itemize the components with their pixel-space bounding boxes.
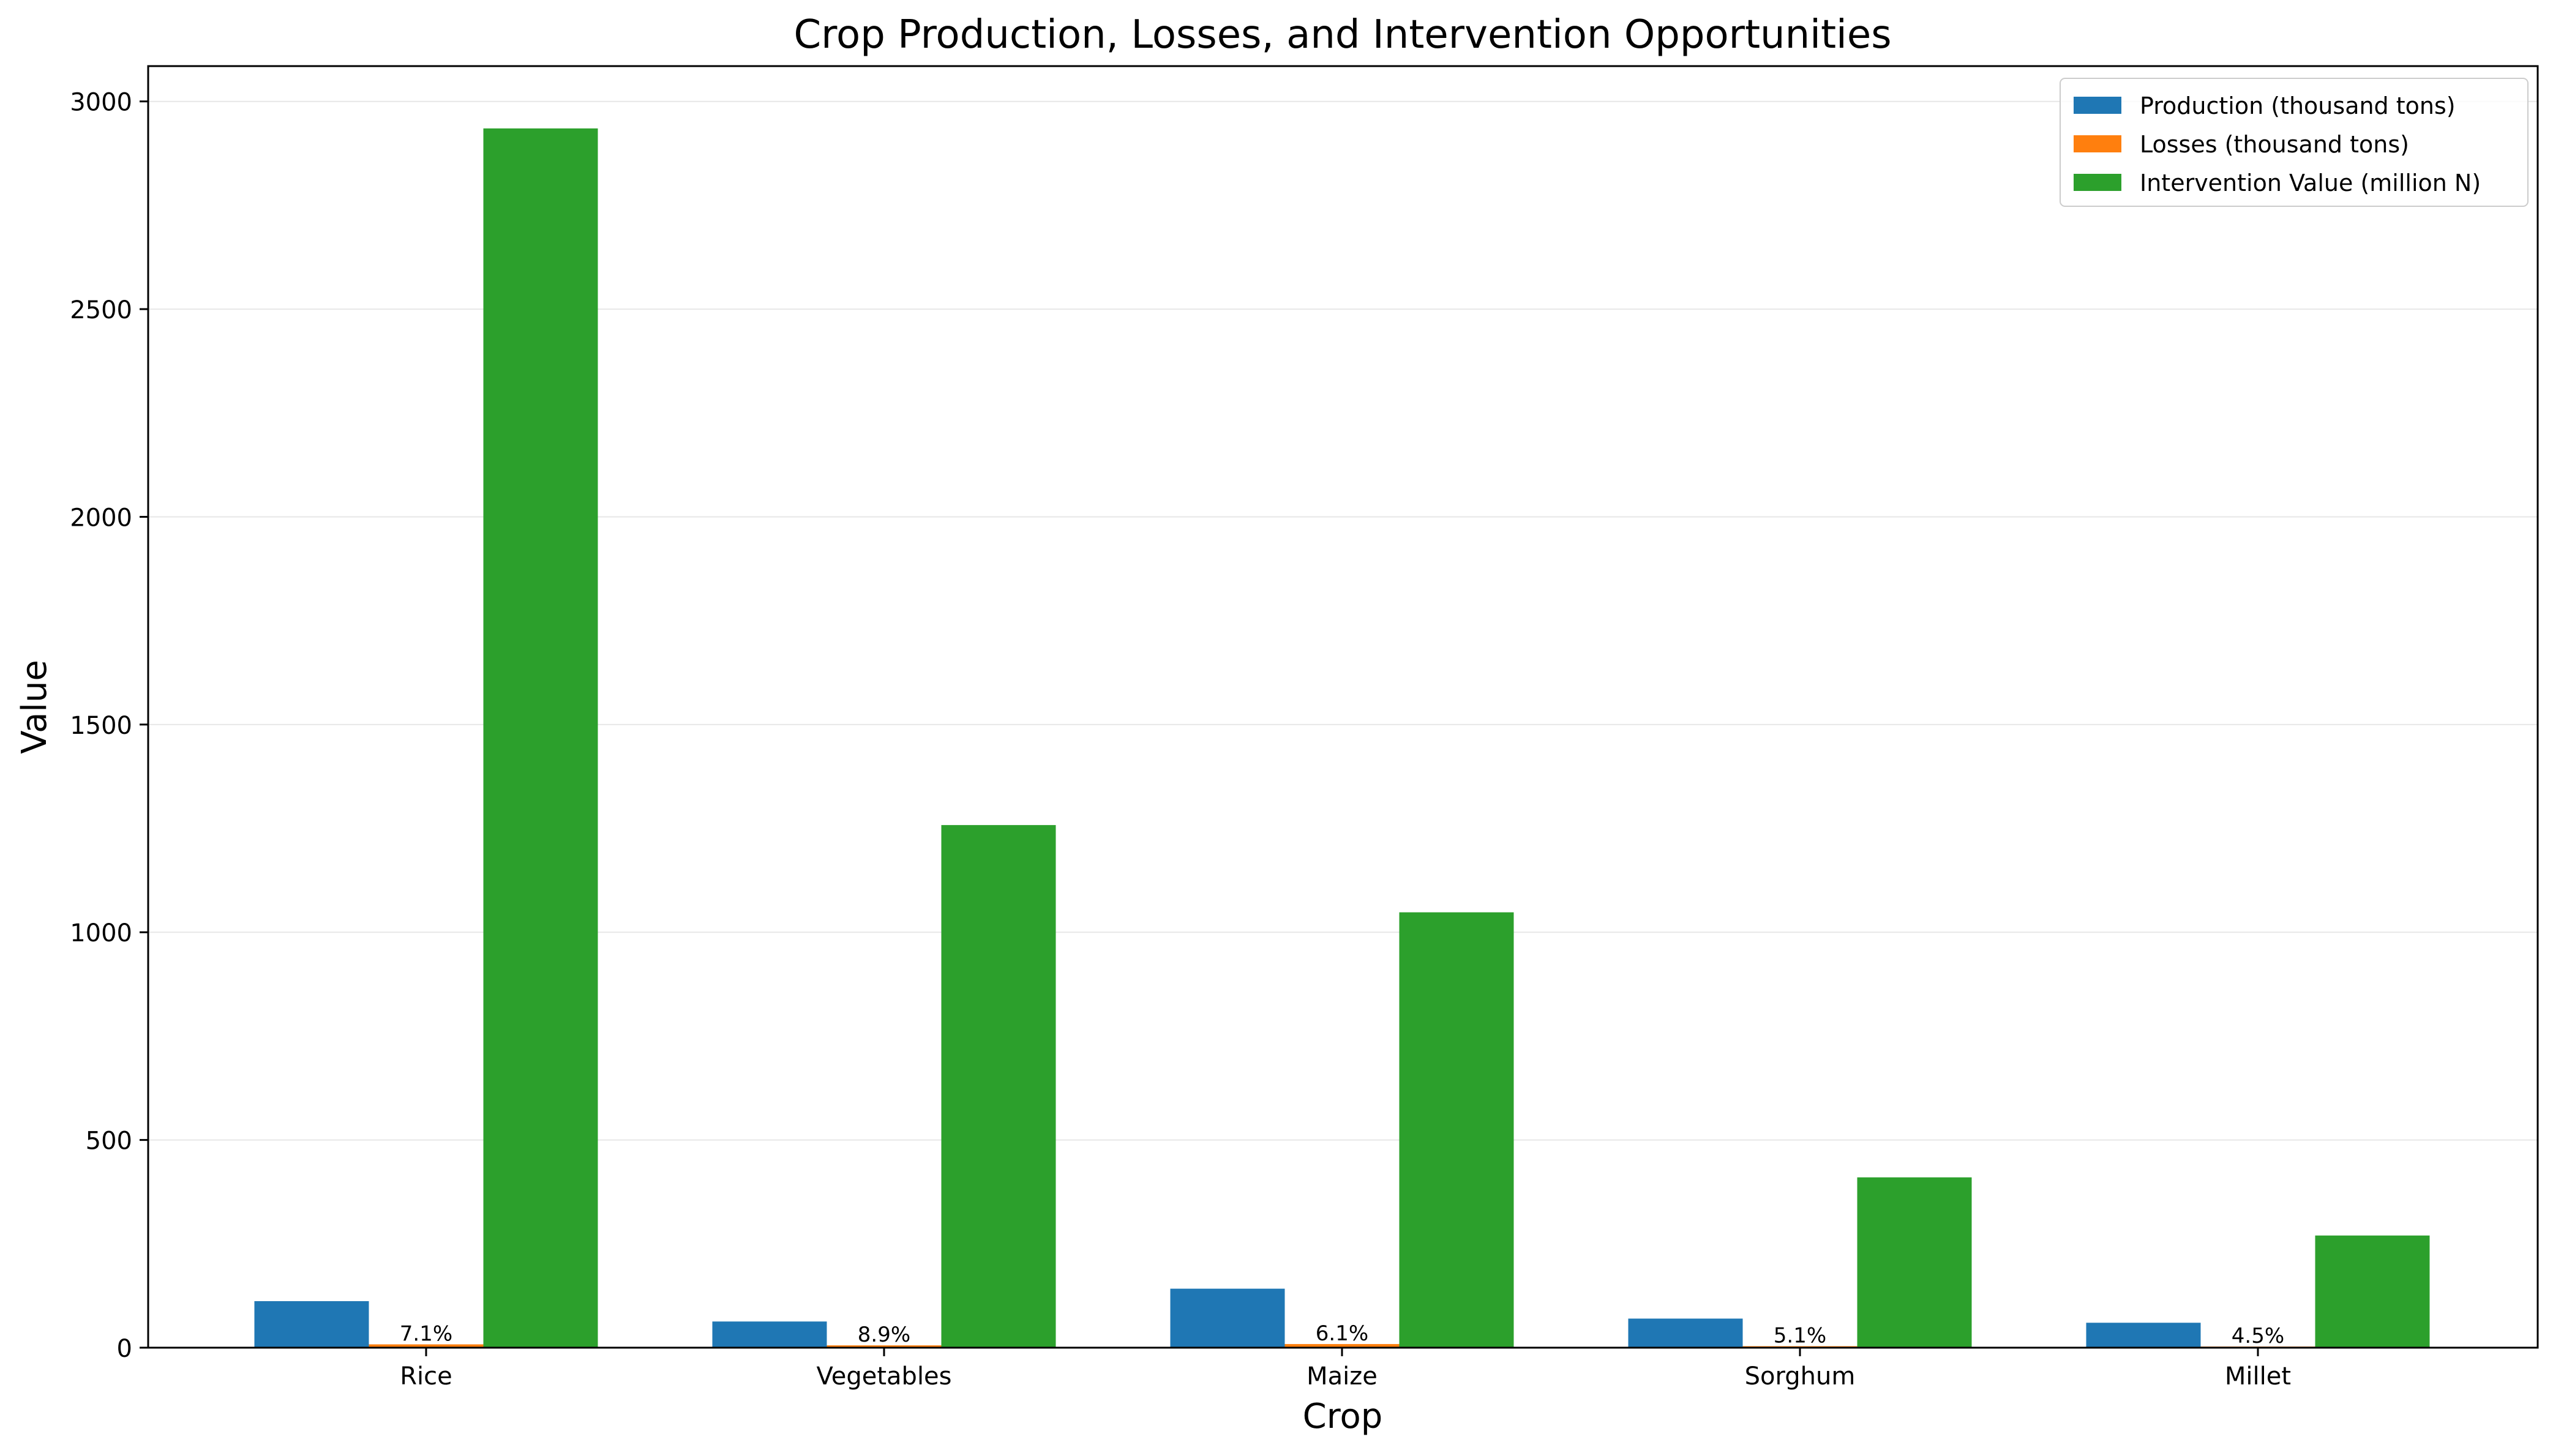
y-tick-label: 1500 — [70, 712, 132, 740]
loss-percent-label: 8.9% — [858, 1323, 910, 1347]
bar-sorghum-series-3 — [1857, 1177, 1972, 1348]
bar-rice-series-2 — [369, 1344, 484, 1348]
bar-rice-series-3 — [483, 128, 598, 1348]
percent-labels: 7.1% 8.9% 6.1% 5.1% 4.5% — [400, 1321, 2284, 1348]
bar-rice-series-1 — [254, 1301, 369, 1348]
bar-maize-series-1 — [1170, 1288, 1285, 1348]
bar-sorghum-series-1 — [1628, 1318, 1743, 1348]
x-tick-label: Rice — [400, 1362, 452, 1391]
legend-swatch — [2074, 135, 2121, 152]
bar-maize-series-3 — [1399, 912, 1514, 1348]
legend-box — [2060, 78, 2529, 207]
legend-entry-label: Production (thousand tons) — [2140, 92, 2456, 119]
loss-percent-label: 7.1% — [400, 1322, 452, 1346]
x-tick-label: Maize — [1306, 1362, 1378, 1391]
y-tick-label: 2500 — [70, 296, 132, 324]
legend-swatch — [2074, 97, 2121, 114]
y-tick-label: 500 — [86, 1127, 132, 1155]
x-tick-label: Sorghum — [1745, 1362, 1856, 1391]
y-tick-label: 0 — [117, 1335, 132, 1363]
bar-vegetables-series-2 — [827, 1345, 942, 1348]
loss-percent-label: 5.1% — [1774, 1324, 1826, 1348]
bar-millet-series-1 — [2086, 1323, 2201, 1348]
loss-percent-label: 4.5% — [2232, 1324, 2284, 1348]
legend-swatch — [2074, 174, 2121, 191]
bar-vegetables-series-3 — [941, 825, 1056, 1348]
bars — [254, 128, 2430, 1348]
axis-ticks: 0 500 1000 1500 2000 2500 3000 Rice Vegetables Ma… — [70, 89, 2291, 1391]
chart-title: Crop Production, Losses, and Interventio… — [793, 12, 1891, 58]
legend-entry-label: Losses (thousand tons) — [2140, 131, 2409, 158]
bar-vegetables-series-1 — [712, 1321, 827, 1348]
y-tick-label: 1000 — [70, 919, 132, 947]
y-tick-label: 2000 — [70, 504, 132, 532]
x-tick-label: Millet — [2225, 1362, 2291, 1391]
x-axis-label: Crop — [1303, 1397, 1383, 1436]
bar-millet-series-3 — [2315, 1235, 2430, 1348]
legend-entry-label: Intervention Value (million N) — [2140, 170, 2481, 196]
y-axis-label: Value — [15, 660, 54, 754]
bar-maize-series-2 — [1284, 1344, 1400, 1348]
x-tick-label: Vegetables — [816, 1362, 951, 1391]
legend: Production (thousand tons) Losses (thousa… — [2060, 78, 2529, 207]
loss-percent-label: 6.1% — [1316, 1321, 1368, 1346]
y-tick-label: 3000 — [70, 89, 132, 117]
